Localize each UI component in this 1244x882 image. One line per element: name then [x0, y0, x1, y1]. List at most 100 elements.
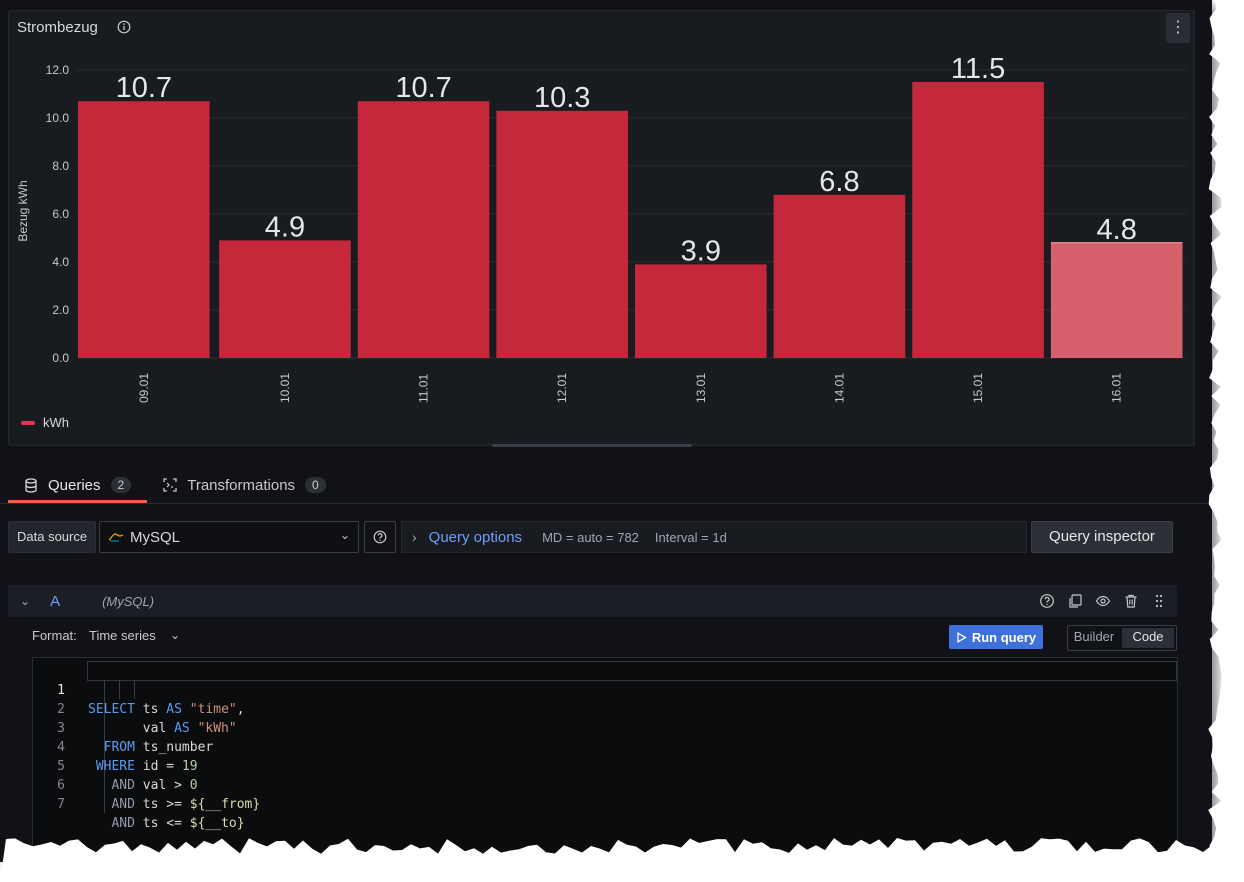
code-line: 4 WHERE id = 19: [33, 719, 197, 774]
format-select[interactable]: Time series: [89, 628, 156, 643]
x-tick-label: 13.01: [694, 373, 708, 403]
transformations-count-badge: 0: [305, 477, 326, 493]
format-label: Format:: [32, 628, 77, 643]
line-number: 4: [57, 740, 65, 755]
x-tick-label: 14.01: [832, 373, 846, 403]
duplicate-icon[interactable]: [1067, 593, 1083, 609]
format-chevron-icon[interactable]: ⌄: [170, 628, 181, 642]
x-tick-label: 09.01: [137, 373, 151, 403]
code-text: WHERE id = 19: [95, 759, 198, 774]
legend-label: kWh: [43, 415, 69, 430]
bar: [357, 101, 490, 358]
code-line: 1 SELECT ts AS "time",: [33, 662, 244, 717]
y-tick-label: 8.0: [52, 159, 69, 173]
transform-icon: [163, 478, 177, 492]
mysql-logo-icon: [108, 533, 124, 542]
builder-mode-button[interactable]: Builder: [1073, 629, 1115, 644]
grafana-panel-editor: Strombezug ⋮ 0.0 2.0 4.0 6.0 8.0 10.0 12.0 Bezu…: [0, 0, 1212, 864]
indent-guide: [119, 680, 120, 699]
data-source-label: Data source: [8, 521, 97, 553]
bar-value-label: 6.8: [819, 166, 859, 198]
bar: [635, 264, 767, 358]
bar: [912, 82, 1044, 358]
interval-value: Interval = 1d: [654, 529, 727, 545]
y-tick-label: 2.0: [52, 303, 69, 317]
data-source-help-button[interactable]: [364, 521, 396, 553]
panel-title: Strombezug: [17, 19, 98, 36]
current-line-highlight: [87, 661, 1177, 681]
bar-value-label: 4.8: [1097, 214, 1137, 246]
y-tick-label: 6.0: [52, 207, 69, 221]
bar-value-label: 10.3: [534, 82, 590, 114]
info-icon[interactable]: [117, 20, 131, 34]
code-text: SELECT ts AS "time",: [88, 702, 245, 717]
legend[interactable]: kWh: [21, 415, 69, 430]
tab-transformations[interactable]: Transformations 0: [147, 470, 342, 500]
panel-resize-handle[interactable]: [492, 444, 692, 447]
line-number: 3: [57, 721, 65, 736]
query-inspector-button[interactable]: Query inspector: [1031, 521, 1173, 553]
chevron-down-icon: ⌄: [339, 528, 350, 542]
y-tick-label: 4.0: [52, 255, 69, 269]
code-line: 6 AND ts >= ${__from}: [33, 757, 260, 812]
bar-value-label: 3.9: [681, 235, 721, 267]
editor-mode-toggle: Builder Code: [1067, 625, 1177, 651]
code-line: 7 AND ts <= ${__to}: [33, 776, 244, 831]
bar-value-label: 10.7: [116, 72, 172, 104]
code-line: 2 val AS "kWh": [33, 681, 237, 736]
bar-value-label: 10.7: [395, 72, 451, 104]
trash-icon[interactable]: [1123, 593, 1139, 609]
bar: [496, 110, 628, 358]
question-icon: [373, 530, 387, 544]
code-line: 5 AND val > 0: [33, 738, 197, 793]
indent-guide: [134, 680, 135, 699]
x-tick-label: 16.01: [1110, 373, 1124, 403]
bar-value-label: 11.5: [951, 53, 1005, 85]
query-row-actions: [1039, 593, 1167, 609]
x-tick-label: 10.01: [278, 373, 292, 403]
bar: [219, 240, 351, 358]
code-text: AND val > 0: [111, 778, 198, 793]
chevron-right-icon: ›: [412, 529, 417, 545]
help-icon[interactable]: [1039, 593, 1055, 609]
code-text: AND ts <= ${__to}: [111, 816, 245, 831]
collapse-chevron-icon[interactable]: ⌄: [20, 594, 31, 608]
play-icon: [957, 631, 967, 643]
code-text: FROM ts_number: [103, 740, 214, 755]
tab-queries[interactable]: Queries 2: [8, 470, 148, 503]
x-tick-label: 12.01: [555, 373, 569, 403]
database-icon: [25, 477, 37, 493]
drag-handle-icon[interactable]: [1151, 593, 1167, 609]
line-number: 5: [57, 759, 65, 774]
query-options-toggle[interactable]: › Query options MD = auto = 782 Interval…: [401, 521, 1027, 553]
max-data-points: MD = auto = 782: [542, 529, 639, 545]
query-ref-id[interactable]: A: [50, 592, 61, 610]
y-axis-label: Bezug kWh: [16, 180, 30, 241]
tabs-divider: [0, 503, 1212, 504]
bar: [78, 101, 210, 358]
y-tick-label: 10.0: [46, 111, 70, 125]
code-mode-button[interactable]: Code: [1122, 628, 1174, 648]
bar-chart: 0.0 2.0 4.0 6.0 8.0 10.0 12.0 Bezug kWh 10.7 09.0…: [16, 53, 1186, 403]
panel-menu-button[interactable]: ⋮: [1166, 13, 1190, 43]
code-line: 3 FROM ts_number: [33, 700, 213, 755]
x-tick-label: 15.01: [971, 373, 985, 403]
query-datasource: (MySQL): [102, 593, 155, 609]
queries-count-badge: 2: [110, 477, 132, 493]
sql-code-editor[interactable]: 1 SELECT ts AS "time", 2 val AS "kWh" 3 …: [32, 657, 1178, 864]
eye-icon[interactable]: [1095, 593, 1111, 609]
x-tick-label: 11.01: [417, 374, 431, 403]
y-tick-label: 12.0: [46, 63, 70, 77]
line-number: 6: [57, 778, 65, 793]
editor-tabs: Queries 2 Transformations 0: [8, 470, 342, 504]
data-source-select[interactable]: MySQL ⌄: [99, 521, 359, 553]
legend-swatch: [21, 420, 35, 425]
tab-transformations-label: Transformations: [187, 476, 296, 494]
line-number: 7: [57, 797, 65, 812]
run-query-button[interactable]: Run query: [949, 625, 1043, 649]
query-row-header[interactable]: ⌄ A (MySQL): [8, 585, 1177, 617]
tab-queries-label: Queries: [48, 476, 101, 494]
chart-panel: Strombezug ⋮ 0.0 2.0 4.0 6.0 8.0 10.0 12.0 Bezu…: [8, 10, 1195, 446]
data-source-value: MySQL: [130, 528, 181, 546]
